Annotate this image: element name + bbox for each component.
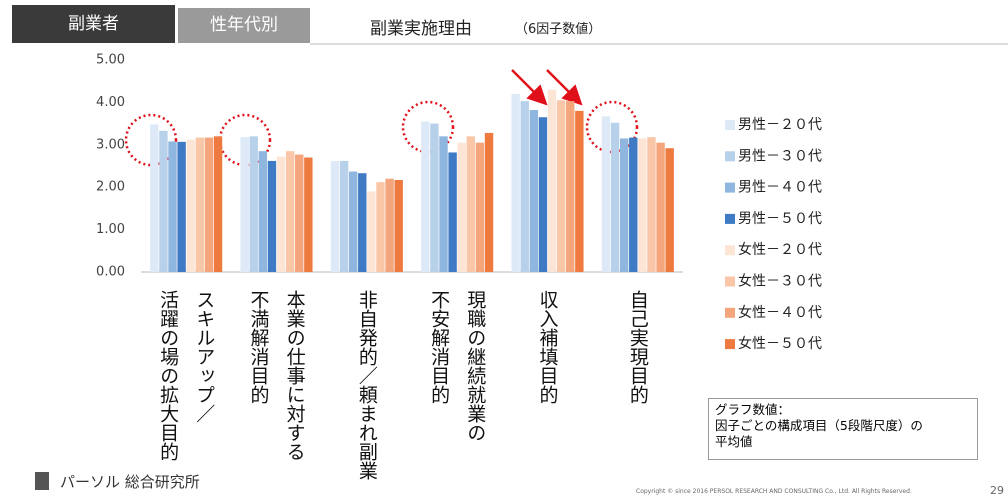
bar [466,136,476,272]
bar [638,138,647,272]
y-tick-label: 2.00 [96,180,125,195]
bar [186,139,195,272]
x-tick-label: スキルアップ／ 活躍の場の拡大目的 [157,290,216,461]
bar [348,171,358,272]
note-line: 平均値 [715,434,753,449]
bar [213,136,223,272]
legend-swatch [725,120,735,130]
bar [394,179,403,272]
note-box: グラフ数値： 因子ごとの構成項目（5段階尺度）の 平均値 [708,398,978,460]
bar [304,157,313,272]
title: 副業実施理由 [370,19,472,39]
bar [385,178,394,272]
tab[interactable]: 性年代別 [178,8,310,43]
legend-swatch [725,245,735,256]
bar [665,148,674,272]
y-tick-label: 3.00 [96,137,125,152]
bar [159,130,168,272]
highlight-circle [585,100,639,154]
bar [629,137,638,272]
logo: パーソル 総合研究所 [60,473,200,491]
legend-label: 男性－４０代 [738,180,822,196]
legend-label: 女性－５０代 [738,335,822,352]
bar [457,142,466,272]
arrow [511,69,548,106]
x-tick-label: 収入補填目的 [536,290,559,404]
bar [267,160,277,272]
bar [647,137,656,272]
legend-swatch [725,276,735,287]
bar [430,123,439,272]
legend-label: 女性－３０代 [738,273,822,290]
x-tick-label: 現職の継続就業の 不安解消目的 [428,290,487,442]
bar [150,124,159,272]
legend-swatch [725,151,735,162]
legend-label: 女性－２０代 [738,241,822,258]
highlight-circle [218,113,272,167]
x-tick-label: 本業の仕事に対する 不満解消目的 [247,290,306,461]
bar [566,101,575,273]
y-tick-label: 1.00 [96,222,125,237]
highlight-circle [124,113,178,167]
y-tick-label: 4.00 [96,95,125,110]
bar [249,136,258,272]
arrow [546,69,583,106]
bar [547,89,557,273]
bar [168,141,177,272]
bar [358,173,367,272]
highlight-circle [401,100,455,154]
bar [240,137,249,272]
x-tick-label: 自己実現目的 [626,290,649,404]
bar [339,160,349,272]
bar [538,117,548,273]
legend-swatch [725,182,735,193]
bar [367,191,376,272]
bar [575,110,584,272]
copyright: Copyright © since 2016 PERSOL RESEARCH A… [636,488,912,495]
bar [376,182,385,272]
highlights [124,100,639,167]
bar [601,116,611,272]
legend-label: 女性－４０代 [738,304,822,321]
legend-label: 男性－２０代 [738,117,822,133]
bar [285,151,295,272]
bar [421,121,430,272]
bar [556,100,566,272]
note-line: グラフ数値： [715,402,791,417]
bar [295,154,304,272]
logo-mark [35,472,49,490]
bar [258,151,268,272]
tab[interactable]: 副業者 [12,5,175,43]
subtitle: （6因子数値） [515,22,602,37]
page-number: 29 [990,484,1004,497]
bar [610,122,620,272]
bar [448,152,457,272]
y-tick-label: 5.00 [96,53,125,68]
bar [439,136,448,272]
bar [656,142,665,272]
legend-swatch [725,339,735,350]
bar [529,110,539,272]
bar [276,156,286,272]
bar [511,93,520,272]
note-line: 因子ごとの構成項目（5段階尺度）の [715,418,923,433]
x-tick-label: 非自発的／頼まれ副業 [355,290,378,480]
legend-swatch [725,307,735,318]
legend-label: 男性－５０代 [738,211,822,227]
legend-swatch [725,213,735,224]
bar [520,101,529,273]
bar [475,142,485,272]
bar [330,160,340,272]
bar [195,137,205,272]
bar [204,137,214,272]
bar [484,132,494,272]
bar [619,138,629,272]
bar [177,141,186,272]
legend-label: 男性－３０代 [738,148,822,164]
y-tick-label: 0.00 [96,265,125,280]
